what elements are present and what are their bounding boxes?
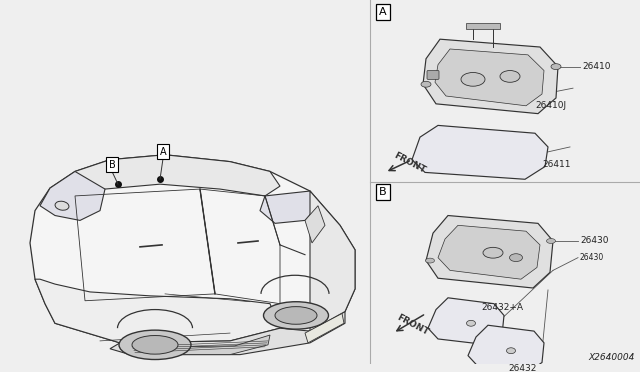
Text: 26430: 26430 [580, 253, 604, 262]
Ellipse shape [132, 336, 178, 354]
Text: A: A [160, 147, 166, 157]
Polygon shape [412, 125, 548, 179]
Text: X2640004: X2640004 [589, 353, 635, 362]
Polygon shape [40, 171, 105, 221]
Polygon shape [260, 191, 318, 223]
Ellipse shape [500, 71, 520, 82]
Polygon shape [426, 215, 553, 288]
Ellipse shape [264, 302, 328, 329]
Text: 26432: 26432 [508, 364, 536, 372]
Ellipse shape [426, 258, 435, 263]
Polygon shape [435, 49, 544, 106]
Polygon shape [65, 155, 280, 196]
Ellipse shape [547, 238, 556, 243]
Ellipse shape [483, 247, 503, 258]
Polygon shape [466, 23, 500, 29]
Text: 26411: 26411 [542, 160, 570, 169]
Ellipse shape [551, 64, 561, 70]
Polygon shape [438, 225, 540, 279]
Ellipse shape [119, 330, 191, 359]
Text: FRONT: FRONT [392, 151, 427, 175]
Text: B: B [379, 187, 387, 197]
Polygon shape [128, 335, 270, 355]
Text: 26432+A: 26432+A [481, 303, 523, 312]
Polygon shape [110, 311, 345, 355]
Ellipse shape [506, 348, 515, 354]
Polygon shape [428, 298, 504, 345]
Polygon shape [35, 279, 280, 343]
Ellipse shape [55, 201, 69, 210]
Text: A: A [379, 7, 387, 17]
Ellipse shape [421, 81, 431, 87]
Text: 26430: 26430 [580, 237, 609, 246]
FancyBboxPatch shape [427, 71, 439, 79]
Polygon shape [30, 155, 355, 343]
Polygon shape [305, 314, 344, 343]
Text: 26410J: 26410J [535, 101, 566, 110]
Polygon shape [468, 325, 544, 372]
Text: FRONT: FRONT [395, 313, 430, 337]
Polygon shape [305, 206, 325, 243]
Ellipse shape [467, 320, 476, 326]
Text: B: B [109, 160, 115, 170]
Ellipse shape [275, 307, 317, 324]
Ellipse shape [509, 254, 522, 262]
Polygon shape [310, 191, 355, 331]
Text: 26410: 26410 [582, 62, 611, 71]
Ellipse shape [461, 73, 485, 86]
Polygon shape [423, 39, 558, 113]
